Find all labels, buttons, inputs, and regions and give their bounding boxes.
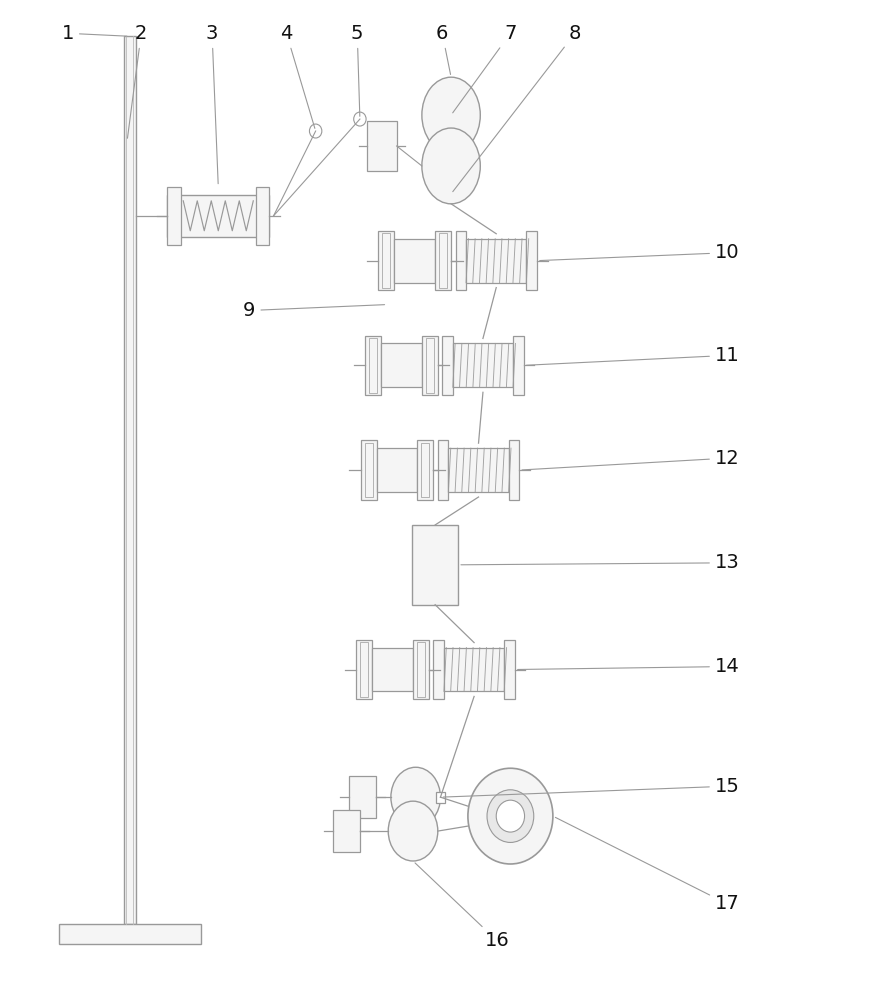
Text: 13: 13	[461, 553, 740, 572]
Bar	[435, 231, 451, 290]
Ellipse shape	[422, 128, 480, 204]
Bar	[422, 443, 430, 497]
Bar	[369, 338, 377, 393]
Text: 7: 7	[453, 24, 517, 113]
Bar	[372, 648, 413, 691]
Bar	[417, 440, 433, 500]
Bar	[456, 231, 466, 290]
Ellipse shape	[388, 801, 438, 861]
Circle shape	[487, 790, 534, 842]
Bar	[448, 448, 509, 492]
Bar	[365, 336, 381, 395]
Bar	[59, 924, 201, 944]
Text: 10: 10	[540, 243, 740, 262]
Bar	[361, 440, 377, 500]
Text: 4: 4	[281, 24, 315, 128]
Circle shape	[309, 124, 321, 138]
Bar	[381, 343, 422, 387]
Bar	[167, 187, 180, 245]
Bar	[356, 640, 372, 699]
Bar	[413, 640, 429, 699]
Bar	[438, 440, 448, 500]
Bar	[412, 525, 458, 605]
Bar	[368, 121, 397, 171]
Bar	[436, 792, 445, 803]
Text: 16: 16	[415, 863, 510, 950]
Bar	[466, 239, 527, 283]
Bar	[509, 440, 519, 500]
Bar	[377, 448, 417, 492]
Bar	[422, 336, 438, 395]
Text: 6: 6	[436, 24, 450, 74]
Text: 12: 12	[522, 449, 740, 470]
Ellipse shape	[422, 77, 480, 153]
Text: 3: 3	[206, 24, 218, 184]
Ellipse shape	[391, 767, 440, 827]
Bar	[383, 233, 391, 288]
Text: 9: 9	[243, 301, 385, 320]
Circle shape	[353, 112, 366, 126]
Bar	[256, 187, 269, 245]
Bar	[426, 338, 434, 393]
Bar	[365, 443, 373, 497]
Text: 17: 17	[555, 817, 740, 913]
Text: 8: 8	[453, 24, 582, 192]
Text: 5: 5	[351, 24, 363, 116]
Text: 14: 14	[518, 657, 740, 676]
Bar	[123, 36, 136, 924]
Bar	[417, 642, 425, 697]
Text: 15: 15	[443, 777, 740, 797]
Text: 1: 1	[61, 24, 127, 43]
Bar	[444, 648, 504, 691]
Text: 2: 2	[128, 24, 147, 138]
Circle shape	[468, 768, 553, 864]
Circle shape	[496, 800, 525, 832]
Bar	[504, 640, 515, 699]
Bar	[378, 231, 394, 290]
Bar	[513, 336, 524, 395]
Bar	[394, 239, 435, 283]
Bar	[439, 233, 447, 288]
Bar	[453, 343, 513, 387]
Bar	[361, 642, 369, 697]
Bar	[442, 336, 453, 395]
Bar	[433, 640, 444, 699]
Text: 11: 11	[527, 346, 740, 365]
Bar	[333, 810, 360, 852]
Bar	[167, 195, 269, 237]
Bar	[349, 776, 376, 818]
Bar	[527, 231, 537, 290]
